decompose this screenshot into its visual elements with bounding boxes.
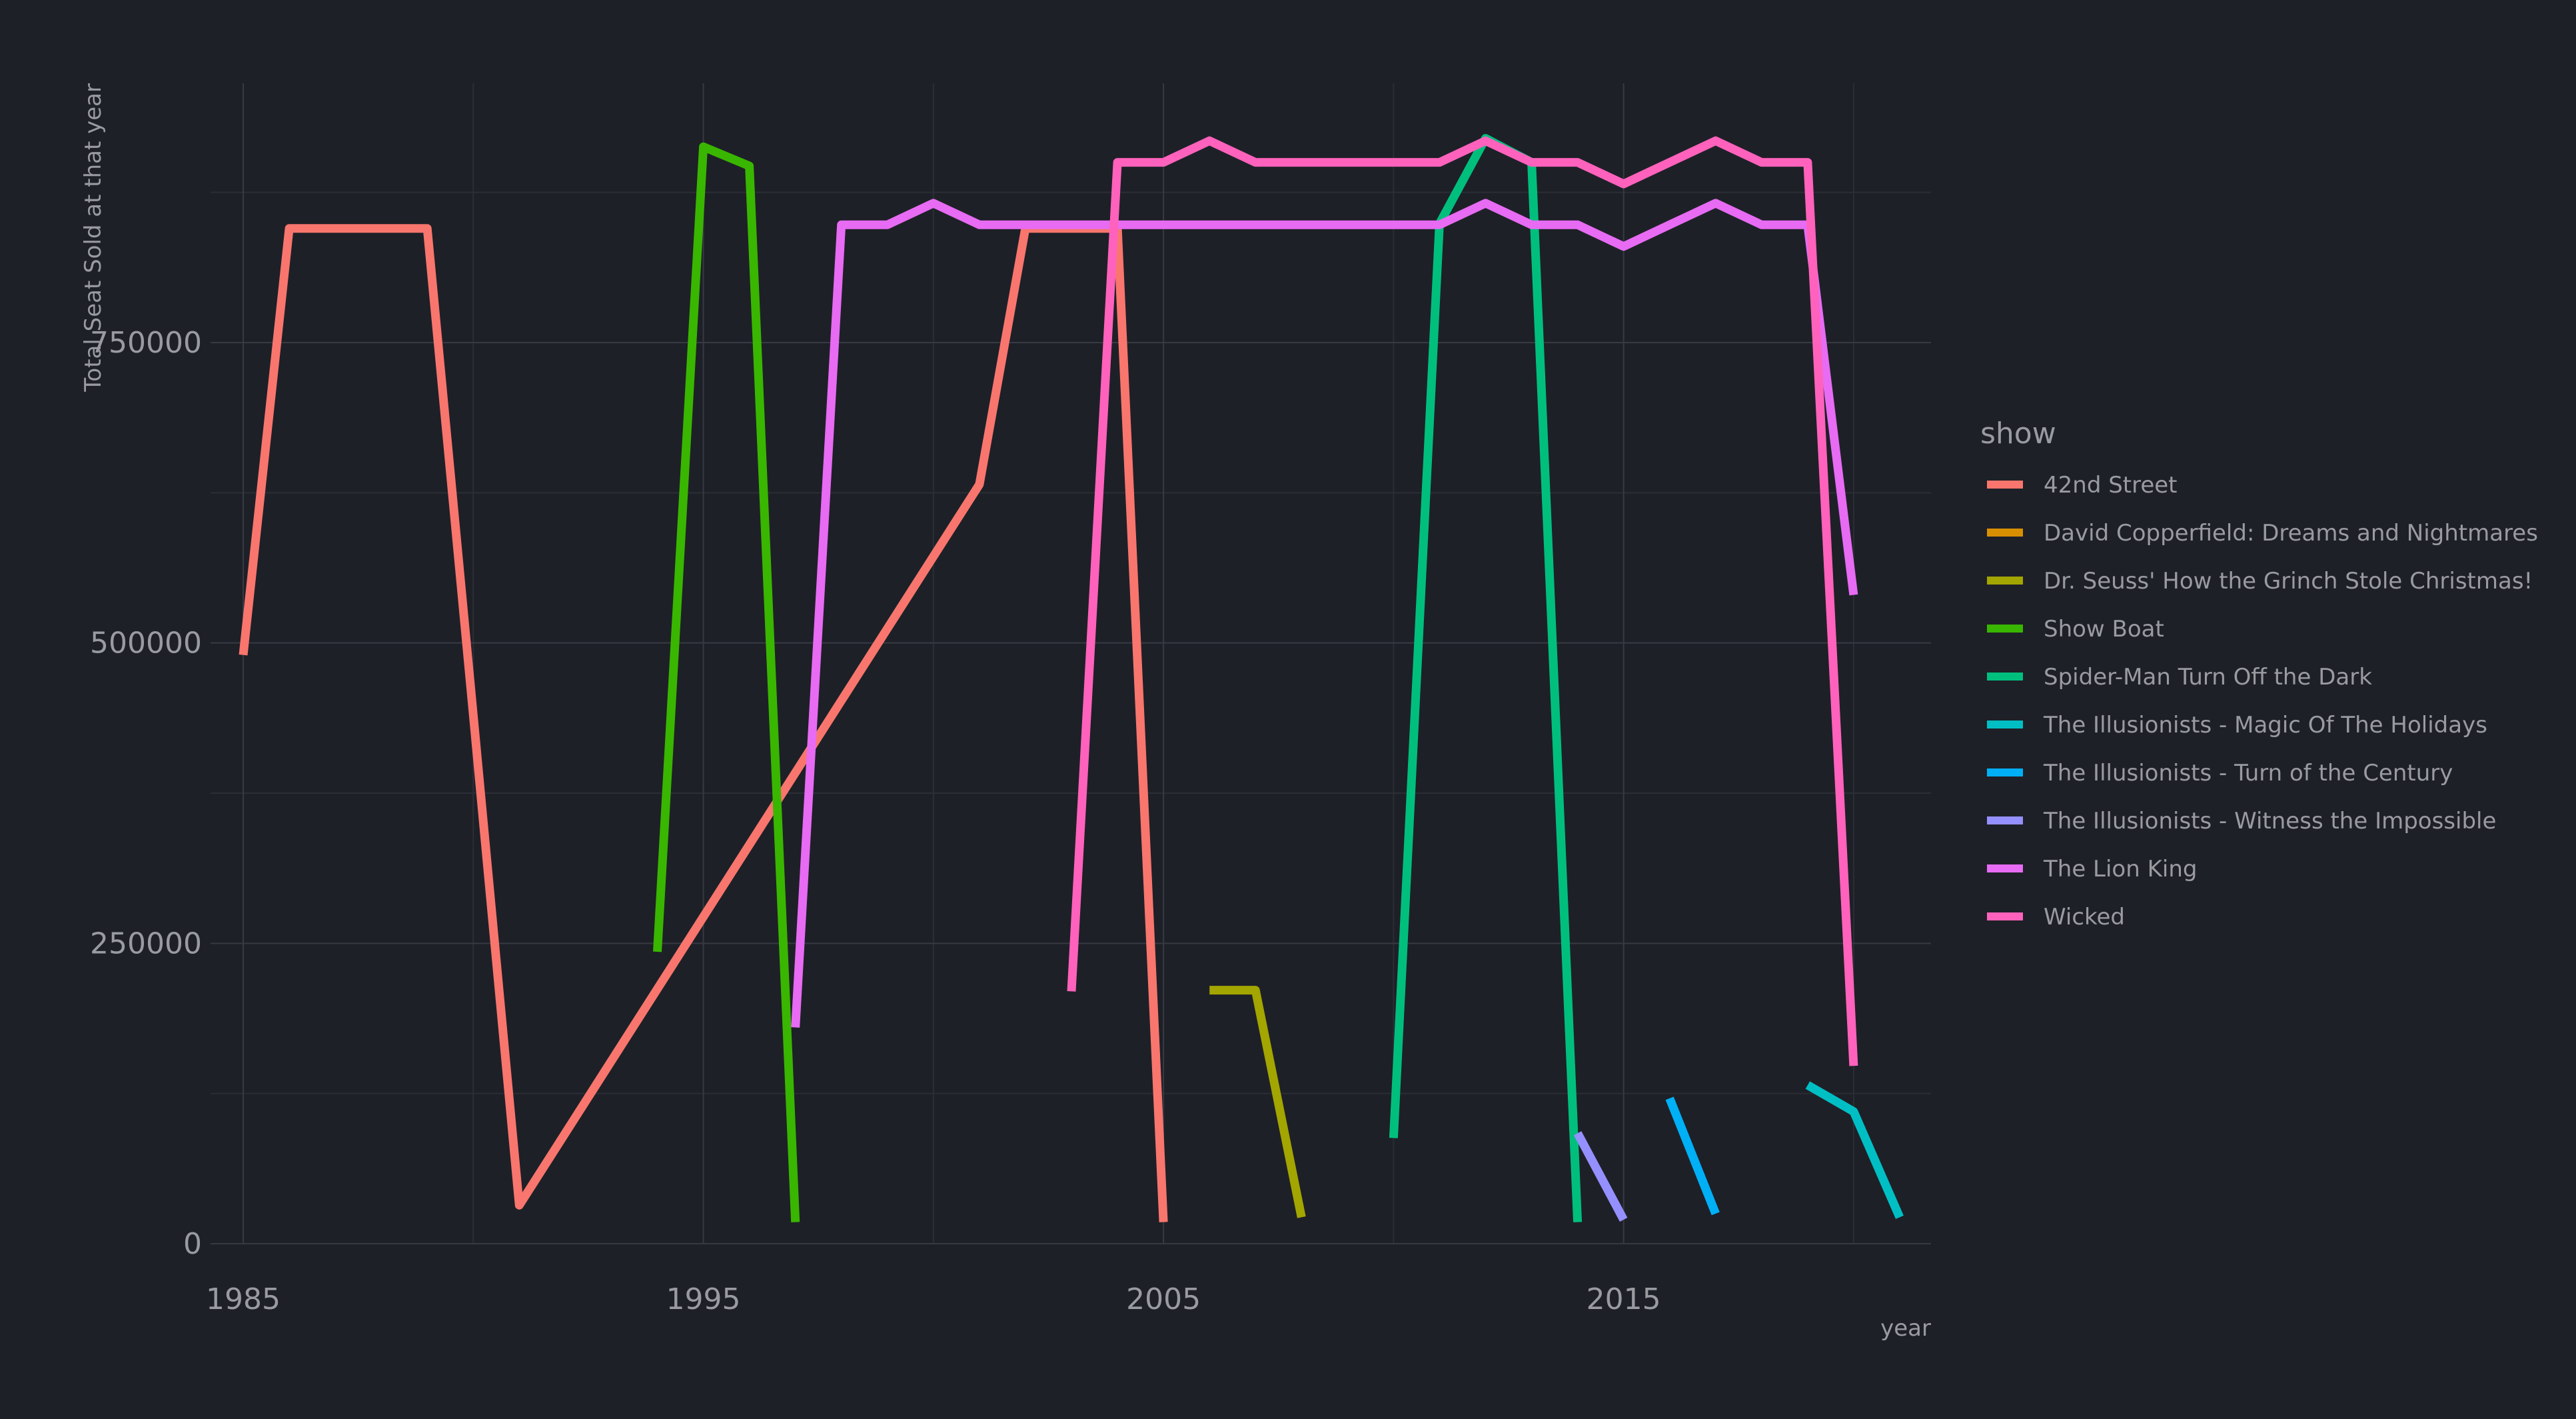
y-tick-label: 750000	[90, 326, 202, 360]
series-lines	[239, 134, 1904, 1222]
legend-label: The Illusionists - Magic Of The Holidays	[2043, 712, 2487, 738]
series-line	[653, 142, 800, 1222]
legend-label: The Lion King	[2043, 856, 2197, 882]
x-tick-label: 1995	[666, 1282, 741, 1316]
y-tick-label: 0	[183, 1227, 202, 1261]
legend-label: The Illusionists - Turn of the Century	[2043, 760, 2453, 786]
legend-label: Wicked	[2044, 904, 2125, 930]
y-tick-label: 500000	[90, 627, 202, 661]
series-line	[1573, 1131, 1628, 1222]
legend-label: David Copperfield: Dreams and Nightmares	[2044, 520, 2538, 547]
legend-title: show	[1980, 417, 2056, 451]
series-line	[1389, 134, 1583, 1222]
series-line	[1665, 1096, 1720, 1216]
y-axis-ticks: 0 250000 500000 750000	[90, 326, 202, 1261]
y-axis-title: Total Seat Sold at that year	[80, 83, 107, 393]
x-tick-label: 2015	[1587, 1282, 1661, 1316]
legend-label: Dr. Seuss' How the Grinch Stole Christma…	[2044, 568, 2533, 595]
series-line	[1805, 1081, 1904, 1219]
legend-label: Show Boat	[2044, 616, 2164, 643]
legend-label: 42nd Street	[2044, 472, 2178, 499]
legend: show 42nd Street David Copperfield: Dream…	[1980, 417, 2538, 930]
x-axis-ticks: 1985 1995 2005 2015	[206, 1282, 1661, 1316]
legend-label: Spider-Man Turn Off the Dark	[2044, 664, 2372, 691]
x-axis-title: year	[1880, 1315, 1931, 1342]
y-tick-label: 250000	[90, 926, 202, 960]
series-line	[1209, 986, 1306, 1218]
series-line	[791, 199, 1858, 1028]
series-line	[1067, 136, 1858, 1066]
x-tick-label: 1985	[206, 1282, 281, 1316]
legend-label: The Illusionists - Witness the Impossibl…	[2043, 808, 2496, 834]
x-tick-label: 2005	[1126, 1282, 1201, 1316]
